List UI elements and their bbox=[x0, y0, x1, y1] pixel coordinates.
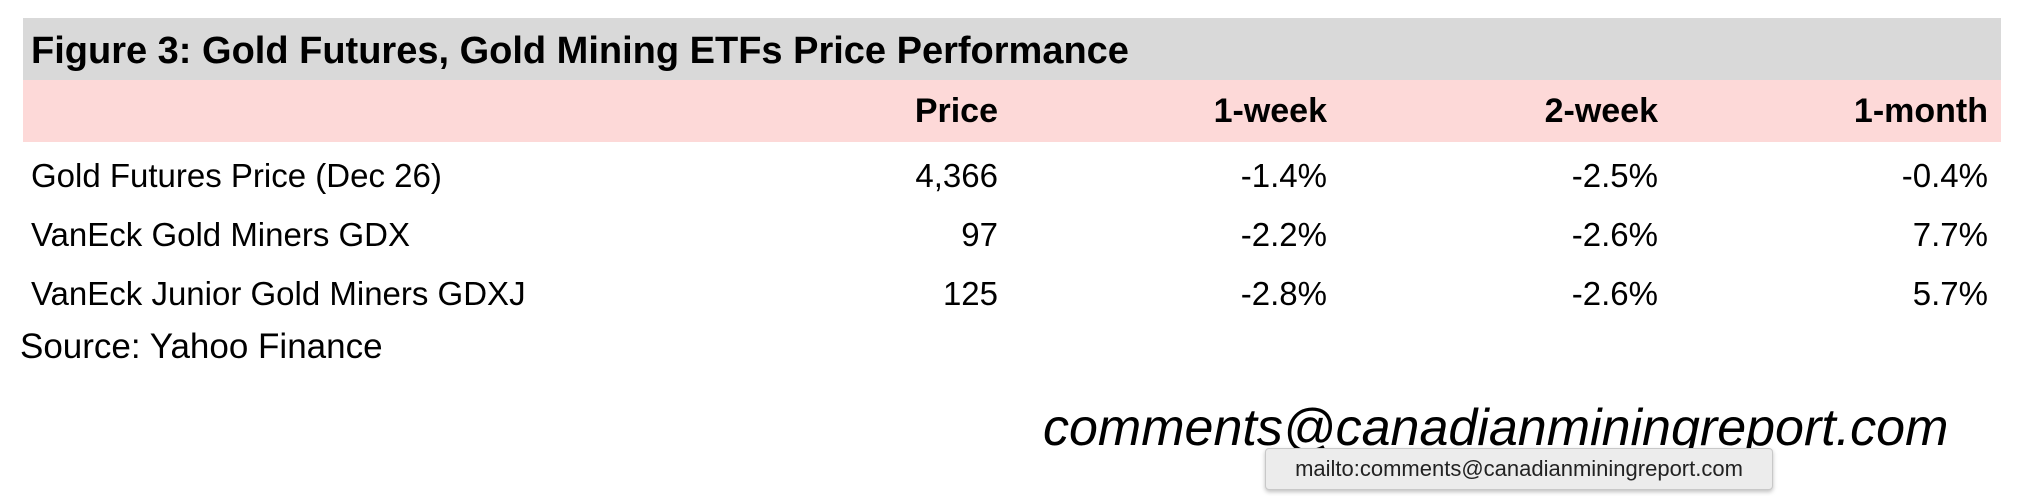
row-label: VanEck Gold Miners GDX bbox=[31, 216, 411, 253]
cell-value: -2.5% bbox=[1571, 157, 1658, 194]
column-header: 2-week bbox=[1544, 92, 1658, 130]
header-bar bbox=[23, 80, 2001, 142]
cell-value: 7.7% bbox=[1912, 216, 1988, 253]
cell-value: 5.7% bbox=[1912, 275, 1988, 312]
column-header: 1-week bbox=[1213, 92, 1327, 130]
title-bar bbox=[23, 18, 2001, 80]
cell-value: -2.2% bbox=[1240, 216, 1327, 253]
source-note: Source: Yahoo Finance bbox=[20, 327, 383, 366]
link-tooltip: mailto:comments@canadianminingreport.com bbox=[1265, 448, 1773, 490]
cell-value: -1.4% bbox=[1240, 157, 1327, 194]
cell-value: 97 bbox=[961, 216, 998, 253]
email-link[interactable]: comments@canadianminingreport.com bbox=[1043, 399, 1949, 457]
row-label: VanEck Junior Gold Miners GDXJ bbox=[31, 275, 526, 312]
cell-value: -2.6% bbox=[1571, 275, 1658, 312]
cell-value: -0.4% bbox=[1901, 157, 1988, 194]
column-header: Price bbox=[914, 92, 998, 130]
table-title: Figure 3: Gold Futures, Gold Mining ETFs… bbox=[31, 30, 1129, 72]
cell-value: -2.6% bbox=[1571, 216, 1658, 253]
cell-value: 4,366 bbox=[915, 157, 998, 194]
column-header: 1-month bbox=[1853, 92, 1988, 130]
row-label: Gold Futures Price (Dec 26) bbox=[31, 157, 442, 194]
cell-value: -2.8% bbox=[1240, 275, 1327, 312]
cell-value: 125 bbox=[942, 275, 998, 312]
